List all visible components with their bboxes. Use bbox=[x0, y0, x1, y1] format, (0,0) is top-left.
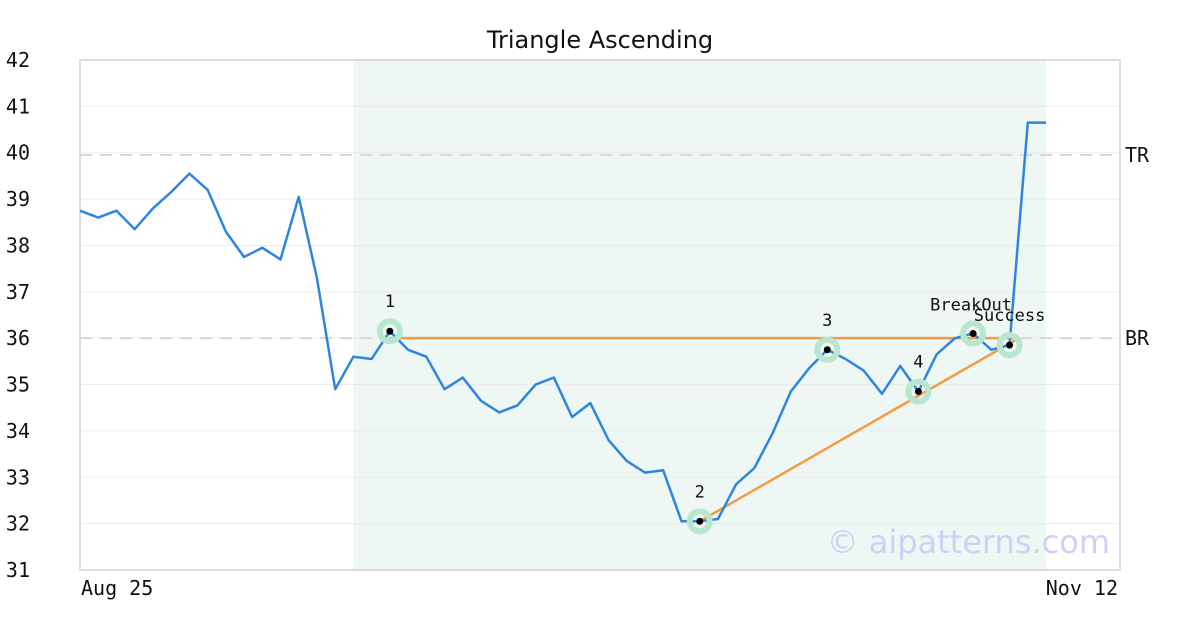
pivot-ring bbox=[814, 336, 841, 363]
level-label-br: BR bbox=[1125, 326, 1150, 350]
pivot-label: BreakOut bbox=[930, 296, 1012, 316]
pivot-dot bbox=[1006, 341, 1014, 349]
chart-title: Triangle Ascending bbox=[486, 26, 713, 54]
pivot-label: Success bbox=[974, 306, 1046, 326]
y-tick-label: 38 bbox=[6, 233, 30, 257]
y-tick-label: 36 bbox=[6, 326, 30, 350]
y-tick-label: 39 bbox=[6, 187, 30, 211]
watermark: © aipatterns.com bbox=[827, 523, 1110, 561]
pivot-dot bbox=[696, 517, 704, 525]
pivot-ring bbox=[686, 508, 713, 535]
y-tick-label: 35 bbox=[6, 373, 30, 397]
pivot-dot bbox=[823, 346, 831, 354]
pivot-dot bbox=[969, 330, 977, 338]
pivot-ring bbox=[960, 320, 987, 347]
pivot-breakout: BreakOut bbox=[930, 296, 1012, 347]
pivot-ring bbox=[996, 332, 1023, 359]
y-tick-label: 34 bbox=[6, 419, 30, 443]
x-tick-label-end: Nov 12 bbox=[1046, 576, 1118, 600]
pivot-ring bbox=[905, 378, 932, 405]
y-tick-label: 41 bbox=[6, 94, 30, 118]
y-tick-label: 37 bbox=[6, 280, 30, 304]
price-line bbox=[79, 121, 1046, 523]
pivot-label: 2 bbox=[695, 482, 705, 502]
y-tick-label: 42 bbox=[6, 48, 30, 72]
pivot-label: 4 bbox=[913, 353, 923, 373]
pivot-4: 4 bbox=[905, 353, 932, 405]
pivot-label: 3 bbox=[822, 311, 832, 331]
pivot-dot bbox=[386, 327, 394, 335]
pivot-3: 3 bbox=[814, 311, 841, 363]
y-tick-label: 40 bbox=[6, 141, 30, 165]
plot-frame bbox=[79, 59, 1121, 571]
pivot-ring bbox=[376, 318, 403, 345]
level-label-tr: TR bbox=[1125, 143, 1150, 167]
x-tick-label-start: Aug 25 bbox=[81, 576, 153, 600]
pivot-1: 1 bbox=[376, 292, 403, 345]
pivot-2: 2 bbox=[686, 482, 713, 535]
pivot-label: 1 bbox=[385, 292, 395, 312]
y-tick-label: 33 bbox=[6, 465, 30, 489]
y-tick-label: 32 bbox=[6, 512, 30, 536]
y-tick-label: 31 bbox=[6, 558, 30, 582]
support-line bbox=[699, 337, 1020, 523]
pivot-success: Success bbox=[974, 306, 1046, 359]
pivot-dot bbox=[914, 388, 922, 395]
pattern-window bbox=[353, 60, 1046, 570]
